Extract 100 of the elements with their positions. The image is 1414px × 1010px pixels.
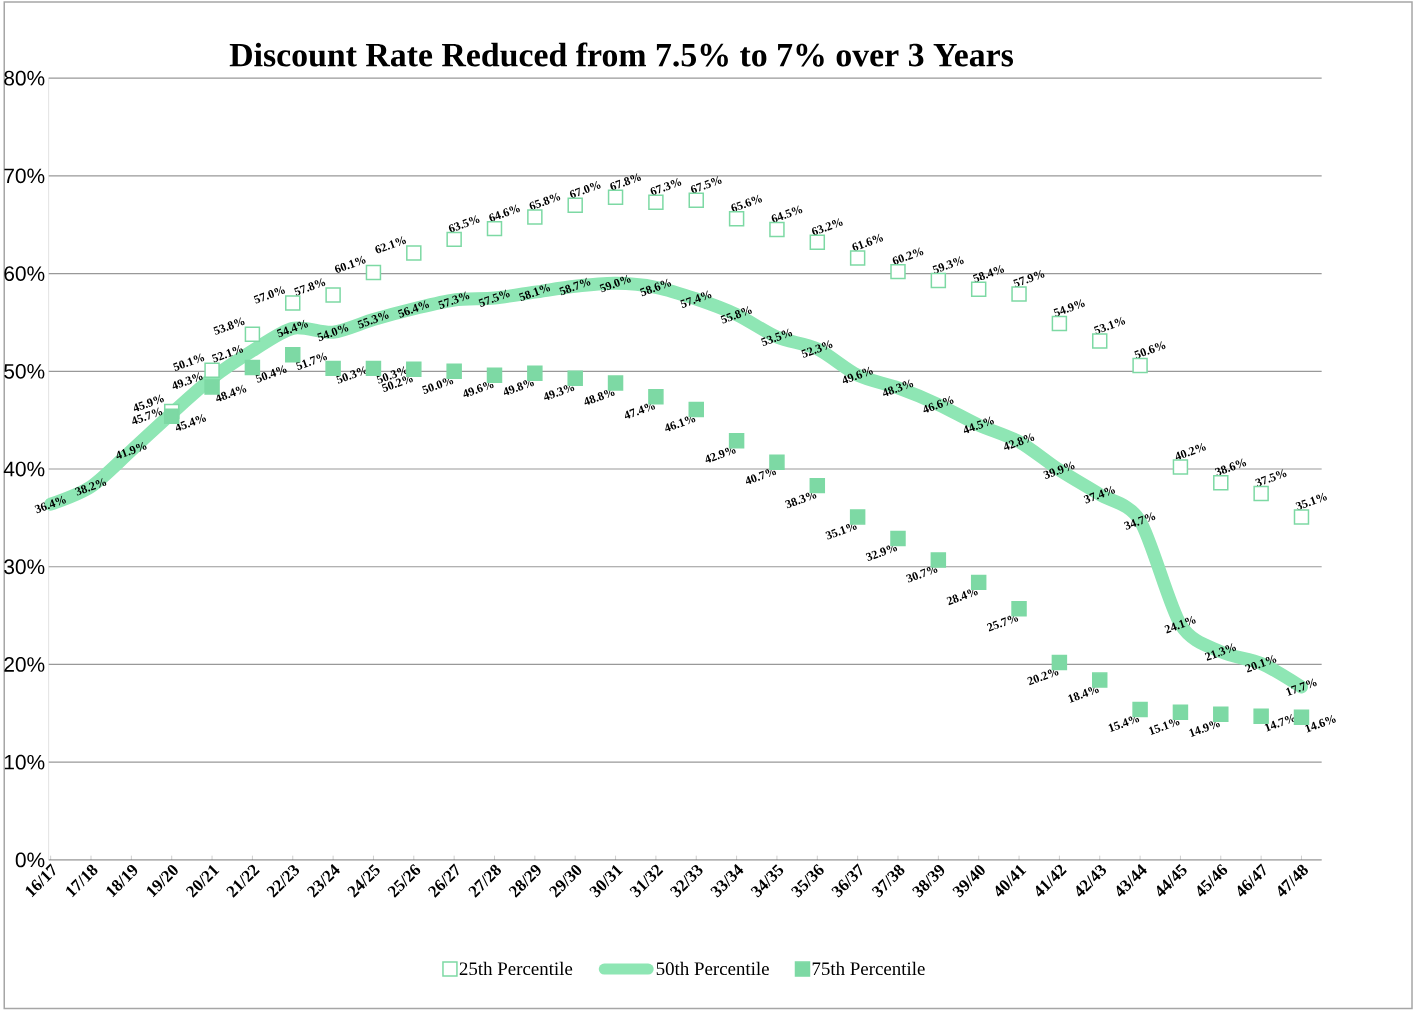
point: [1051, 654, 1068, 671]
point: [365, 264, 382, 281]
point: [486, 220, 503, 237]
data-label: 63.5%: [448, 215, 480, 232]
data-label: 64.5%: [771, 205, 803, 223]
point: [325, 287, 341, 303]
data-label: 46.1%: [665, 414, 696, 431]
data-label: 15.1%: [1148, 717, 1180, 735]
data-label: 62.1%: [375, 236, 406, 254]
point: [1132, 357, 1148, 373]
point: [567, 197, 583, 213]
data-label: 57.3%: [438, 291, 470, 309]
y-tick-label: 80%: [4, 70, 45, 86]
point: [204, 362, 220, 378]
data-label: 54.4%: [276, 319, 308, 338]
data-label: 59.3%: [932, 256, 964, 274]
data-label: 57.9%: [1013, 269, 1045, 288]
point: [930, 272, 947, 288]
data-label: 49.8%: [503, 378, 534, 395]
data-label: 38.3%: [785, 490, 817, 509]
data-label: 48.8%: [584, 388, 615, 405]
y-tick-label: 60%: [4, 266, 45, 281]
data-label: 52.3%: [801, 340, 833, 358]
data-label: 34.7%: [1124, 512, 1156, 530]
data-label: 65.6%: [731, 194, 762, 212]
data-label: 18.4%: [1068, 685, 1099, 703]
data-label: 55.3%: [357, 310, 389, 329]
data-label: 54.9%: [1053, 299, 1085, 317]
y-tick-label: 40%: [3, 461, 45, 477]
data-label: 20.2%: [1027, 667, 1059, 686]
data-label: 50.0%: [422, 376, 454, 394]
y-tick-label: 30%: [4, 559, 45, 574]
data-label: 46.6%: [923, 395, 954, 413]
data-label: 25.7%: [986, 613, 1019, 632]
data-label: 28.4%: [946, 587, 978, 605]
point: [527, 365, 543, 381]
data-label: 67.8%: [610, 173, 641, 190]
data-label: 15.4%: [1108, 714, 1140, 732]
data-label: 53.1%: [1093, 316, 1126, 335]
data-label: 48.3%: [883, 379, 914, 396]
y-tick-label: 20%: [4, 656, 45, 672]
point: [1011, 286, 1027, 302]
data-label: 61.6%: [852, 233, 884, 251]
data-label: 58.6%: [639, 278, 672, 297]
data-label: 40.2%: [1175, 442, 1206, 460]
point: [607, 189, 624, 205]
data-label: 45.4%: [175, 413, 206, 431]
point: [728, 210, 745, 227]
data-label: 63.2%: [812, 217, 843, 235]
data-label: 55.8%: [720, 305, 752, 324]
data-label: 39.9%: [1043, 461, 1075, 479]
data-label: 38.2%: [74, 477, 107, 496]
data-label: 57.5%: [478, 289, 510, 307]
data-label: 32.9%: [865, 543, 898, 561]
data-label: 58.7%: [559, 277, 591, 296]
data-label: 67.5%: [690, 175, 722, 193]
chart-title: Discount Rate Reduced from 7.5% to 7% over 3 Years: [229, 42, 1014, 67]
point: [849, 508, 866, 525]
point: [688, 192, 704, 208]
data-label: 35.1%: [825, 521, 857, 540]
point: [244, 326, 261, 342]
point: [1213, 474, 1229, 491]
point: [769, 454, 785, 470]
data-label: 36.4%: [34, 495, 66, 513]
point: [890, 530, 906, 546]
y-tick-label: 50%: [4, 363, 45, 379]
point: [930, 551, 947, 568]
point: [728, 432, 745, 449]
data-label: 24.1%: [1164, 615, 1196, 634]
data-label: 20.1%: [1245, 654, 1277, 673]
legend-label: 50th Percentile: [656, 961, 769, 975]
point: [809, 234, 826, 250]
data-label: 30.7%: [906, 564, 938, 583]
point: [970, 281, 987, 297]
point: [446, 363, 462, 379]
point: [1092, 672, 1108, 688]
data-label: 50.6%: [1134, 341, 1166, 359]
data-label: 17.7%: [1286, 678, 1317, 696]
data-label: 67.0%: [569, 180, 601, 198]
data-label: 59.0%: [599, 274, 631, 293]
legend-label: 75th Percentile: [812, 961, 925, 975]
data-label: 47.4%: [624, 401, 655, 419]
data-label: 65.8%: [529, 192, 561, 210]
point: [1132, 701, 1148, 717]
data-label: 60.1%: [334, 255, 366, 273]
point: [849, 250, 866, 266]
point: [1172, 459, 1189, 475]
data-label: 44.5%: [963, 416, 994, 433]
point: [1213, 706, 1229, 722]
data-label: 37.5%: [1255, 469, 1287, 487]
data-label: 50.1%: [173, 353, 205, 371]
y-tick-label: 70%: [4, 168, 45, 184]
data-label: 60.2%: [892, 247, 924, 265]
data-label: 42.9%: [705, 445, 736, 463]
data-label: 56.4%: [397, 300, 430, 318]
point: [970, 574, 987, 590]
data-label: 49.3%: [544, 383, 575, 400]
point: [688, 401, 704, 417]
point: [648, 388, 664, 405]
point: [1011, 600, 1027, 617]
